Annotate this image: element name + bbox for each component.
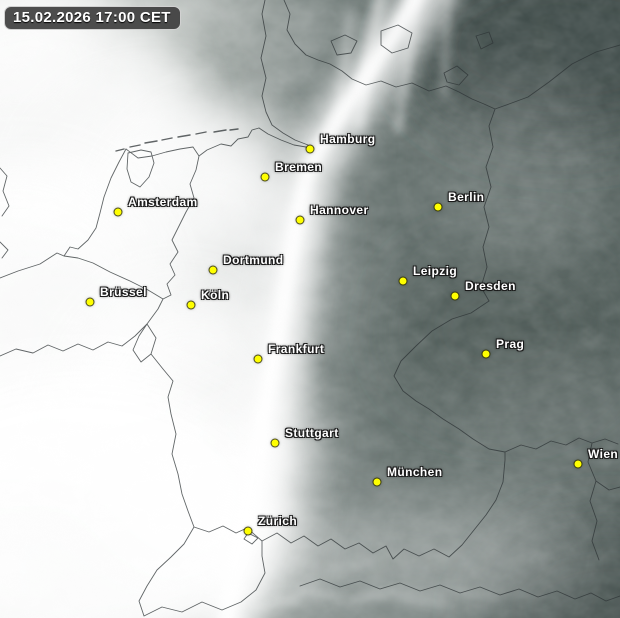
city-label: Hamburg [320,132,376,146]
city-dot-icon [114,208,122,216]
city-label: Bremen [275,160,323,174]
city-dot-icon [574,460,582,468]
city-label: Köln [201,288,230,302]
city-label: Prag [496,337,525,351]
city-dot-icon [209,266,217,274]
city-label: Amsterdam [128,195,198,209]
city-label: Stuttgart [285,426,339,440]
city-dot-icon [86,298,94,306]
city-label: Leipzig [413,264,458,278]
city-label: Zürich [258,514,298,528]
city-label: Wien [588,447,619,461]
city-label: Brüssel [100,285,147,299]
city-dot-icon [271,439,279,447]
city-dot-icon [399,277,407,285]
city-dot-icon [482,350,490,358]
city-label: Frankfurt [268,342,325,356]
city-dot-icon [261,173,269,181]
city-label: Dresden [465,279,516,293]
city-dot-icon [434,203,442,211]
city-dot-icon [296,216,304,224]
city-dot-icon [187,301,195,309]
city-label: Dortmund [223,253,284,267]
city-dot-icon [306,145,314,153]
city-dot-icon [451,292,459,300]
city-label: München [387,465,443,479]
city-dot-icon [373,478,381,486]
city-label: Hannover [310,203,369,217]
city-label: Berlin [448,190,485,204]
city-dot-icon [244,527,252,535]
timestamp-badge: 15.02.2026 17:00 CET [4,6,181,30]
city-dot-icon [254,355,262,363]
